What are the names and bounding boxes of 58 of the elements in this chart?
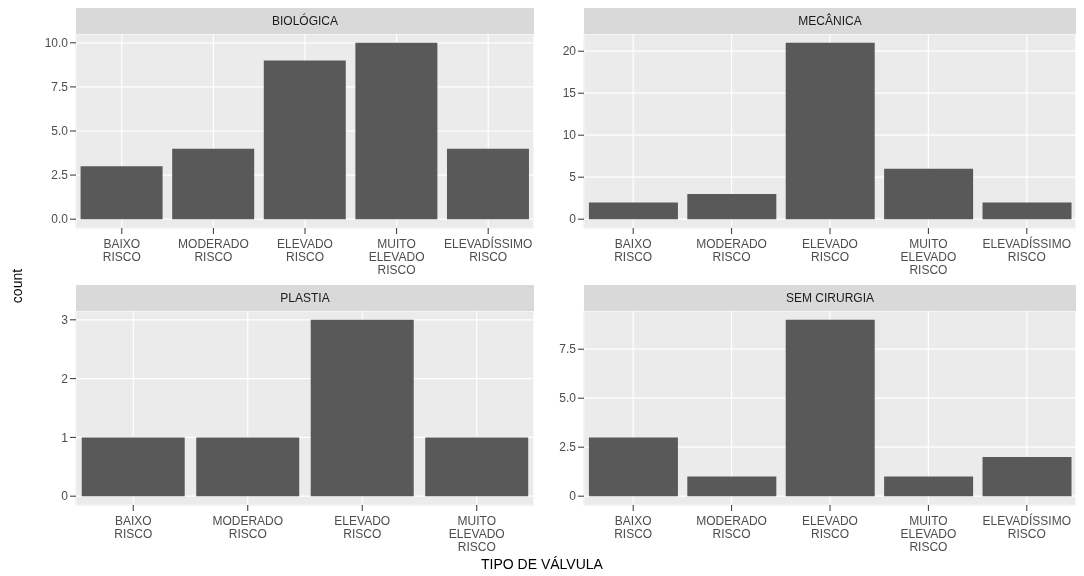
x-tick-label: MODERADO RISCO (696, 237, 767, 264)
y-tick-label: 7.5 (51, 80, 69, 95)
bar (687, 476, 777, 497)
y-tick-label: 7.5 (559, 342, 577, 357)
y-tick-label: 2.5 (51, 168, 69, 183)
y-tick-label: 0 (569, 489, 577, 504)
x-tick-label: BAIXO RISCO (102, 237, 141, 264)
x-tick-label: MUITO ELEVADO RISCO (368, 237, 425, 277)
y-tick-label: 5.0 (51, 124, 69, 139)
y-tick-label: 5 (569, 170, 577, 185)
bar (884, 476, 974, 497)
y-tick-label: 0 (569, 212, 577, 227)
x-tick-label: ELEVADO RISCO (802, 237, 858, 264)
bar (982, 456, 1072, 497)
bar (785, 319, 875, 497)
y-tick-label: 20 (562, 44, 577, 59)
x-tick-label: MODERADO RISCO (212, 514, 284, 541)
x-tick-label: ELEVADÍSSIMO RISCO (982, 513, 1072, 541)
bar (446, 148, 529, 220)
x-tick-label: MUITO ELEVADO RISCO (900, 237, 957, 277)
bar (172, 148, 255, 220)
x-tick-label: BAIXO RISCO (614, 514, 653, 541)
bar (982, 202, 1072, 220)
y-tick-label: 3 (61, 313, 69, 328)
bar (588, 437, 678, 497)
chart-title: PLASTIA (76, 285, 534, 311)
bar (355, 42, 438, 220)
x-tick-label: ELEVADO RISCO (277, 237, 333, 264)
x-tick-label: ELEVADÍSSIMO RISCO (443, 236, 533, 264)
y-tick-label: 5.0 (559, 391, 577, 406)
x-tick-label: MODERADO RISCO (178, 237, 249, 264)
y-axis-title: count (9, 268, 26, 304)
y-tick-label: 15 (562, 86, 577, 101)
y-tick-label: 0 (61, 489, 69, 504)
bar (687, 193, 777, 220)
chart-title: SEM CIRURGIA (584, 285, 1076, 311)
x-tick-label: BAIXO RISCO (614, 237, 653, 264)
bar (785, 42, 875, 220)
y-tick-label: 10.0 (44, 36, 69, 51)
y-tick-label: 2 (61, 371, 69, 386)
x-tick-label: BAIXO RISCO (114, 514, 153, 541)
y-tick-label: 1 (61, 430, 69, 445)
chart-title: BIOLÓGICA (76, 8, 534, 34)
y-tick-label: 0.0 (51, 212, 69, 227)
bar (80, 166, 163, 220)
chart-title: MECÂNICA (584, 8, 1076, 34)
y-tick-label: 2.5 (559, 440, 577, 455)
x-tick-label: MODERADO RISCO (696, 514, 767, 541)
bar (588, 202, 678, 220)
x-axis-title: TIPO DE VÁLVULA (480, 556, 604, 572)
y-tick-label: 10 (562, 128, 577, 143)
bar (884, 168, 974, 220)
x-tick-label: MUITO ELEVADO RISCO (448, 514, 505, 554)
bar (263, 60, 346, 220)
x-tick-label: ELEVADO RISCO (802, 514, 858, 541)
x-tick-label: ELEVADÍSSIMO RISCO (982, 236, 1072, 264)
x-tick-label: ELEVADO RISCO (334, 514, 391, 541)
x-tick-label: MUITO ELEVADO RISCO (900, 514, 957, 554)
